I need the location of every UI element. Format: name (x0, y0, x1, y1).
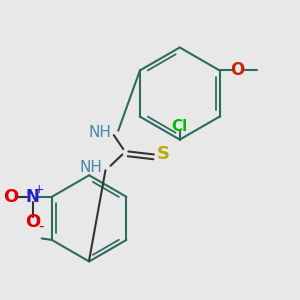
Text: S: S (156, 146, 169, 164)
Text: -: - (38, 219, 44, 234)
Text: O: O (4, 188, 19, 206)
Text: Cl: Cl (172, 119, 188, 134)
Text: O: O (230, 61, 244, 80)
Text: O: O (25, 213, 40, 231)
Text: +: + (34, 183, 44, 196)
Text: NH: NH (80, 160, 103, 175)
Text: N: N (26, 188, 39, 206)
Text: NH: NH (88, 125, 111, 140)
